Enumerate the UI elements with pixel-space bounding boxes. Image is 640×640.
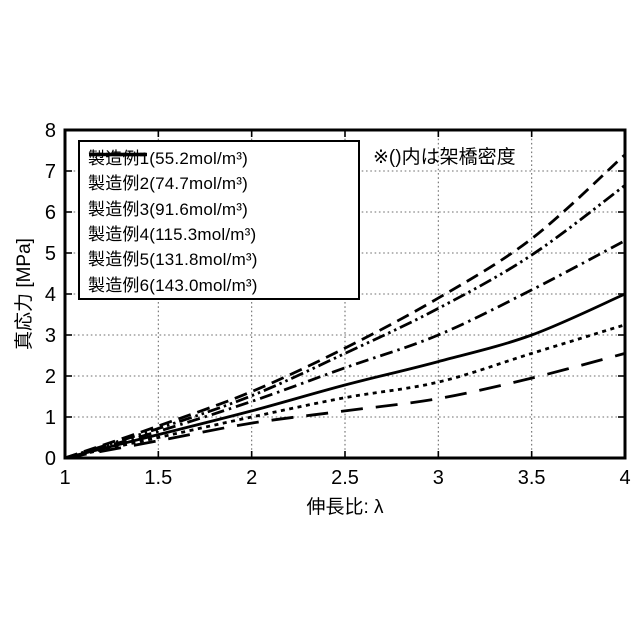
x-tick-label: 1 [59, 467, 70, 489]
series-line-example-2 [64, 323, 626, 460]
crosslink-density-note: ※()内は架橋密度 [373, 146, 516, 168]
y-tick-label: 1 [45, 407, 56, 429]
y-tick-label: 4 [45, 284, 56, 306]
legend-item: 製造例6(143.0mol/m³) [80, 152, 358, 296]
legend-item: 製造例5(131.8mol/m³) [80, 152, 358, 270]
series-line-example-5 [64, 184, 626, 460]
series-line-example-6 [64, 153, 626, 460]
x-tick-label: 2 [246, 467, 257, 489]
series-line-example-3 [64, 292, 626, 460]
axis-ticks [64, 129, 626, 459]
x-tick-label: 1.5 [144, 467, 172, 489]
x-tick-label: 2.5 [331, 467, 359, 489]
y-tick-label: 6 [45, 202, 56, 224]
y-tick-label: 8 [45, 120, 56, 142]
legend-label: 製造例2(74.7mol/m³) [88, 174, 249, 194]
legend-line-sample-medium-dash [89, 152, 147, 157]
y-tick-label: 7 [45, 161, 56, 183]
data-curves [64, 153, 626, 460]
series-line-example-1 [64, 352, 626, 460]
x-tick-label: 4 [619, 467, 630, 489]
y-tick-label: 0 [45, 448, 56, 470]
legend-label: 製造例4(115.3mol/m³) [88, 225, 257, 245]
legend-label: 製造例6(143.0mol/m³) [88, 275, 258, 295]
legend-item: 製造例4(115.3mol/m³) [80, 152, 358, 245]
legend-label: 製造例5(131.8mol/m³) [88, 250, 258, 270]
y-tick-label: 5 [45, 243, 56, 265]
y-tick-label: 3 [45, 325, 56, 347]
legend: 製造例1(55.2mol/m³) 製造例2(74.7mol/m³) 製造例3(9… [78, 140, 360, 300]
x-tick-label: 3.5 [518, 467, 546, 489]
x-tick-label: 3 [433, 467, 444, 489]
legend-label: 製造例3(91.6mol/m³) [88, 199, 249, 219]
legend-item: 製造例2(74.7mol/m³) [80, 152, 358, 194]
x-axis-title: 伸長比: λ [306, 496, 384, 518]
legend-item: 製造例3(91.6mol/m³) [80, 152, 358, 220]
series-line-example-4 [64, 239, 626, 460]
y-axis-title: 真応力 [MPa] [13, 238, 35, 350]
y-tick-label: 2 [45, 366, 56, 388]
